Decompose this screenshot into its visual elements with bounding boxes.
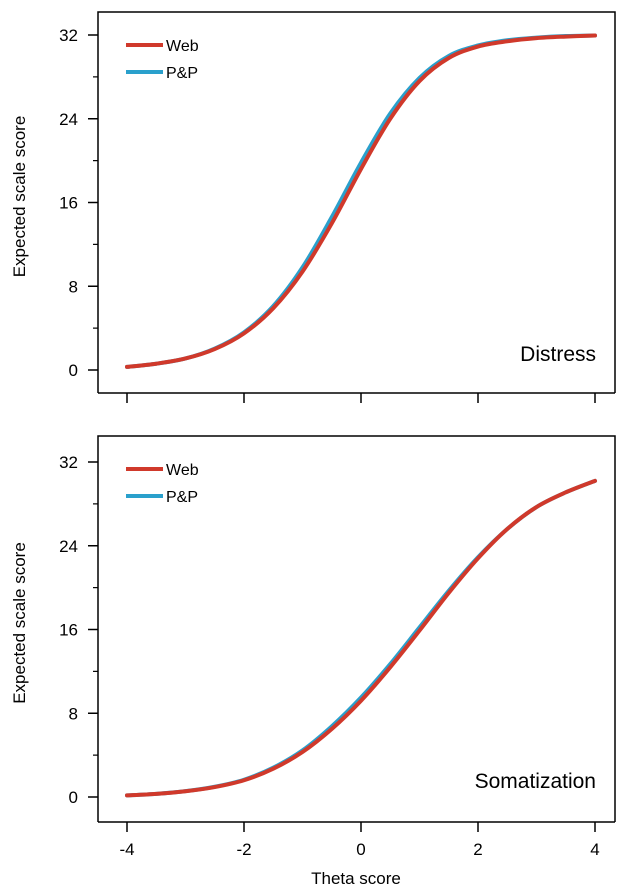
y-tick-label: 0	[69, 361, 78, 380]
x-tick-label: -2	[236, 840, 251, 859]
legend-pp-label: P&P	[166, 489, 198, 506]
x-tick-label: 4	[590, 840, 599, 859]
series-line-web	[125, 33, 597, 369]
x-tick-label: 0	[356, 840, 365, 859]
distress-legend: Web P&P	[126, 38, 199, 82]
y-tick-label: 24	[59, 537, 78, 556]
somatization-y-ticks: 0 8 16 24 32	[59, 453, 98, 807]
somatization-x-ticks: -4 -2 0 2 4	[119, 822, 600, 859]
distress-x-ticks	[126, 393, 596, 403]
y-tick-label: 8	[69, 704, 78, 723]
y-tick-label: 16	[59, 194, 78, 213]
y-tick-label: 24	[59, 110, 78, 129]
distress-series-lines	[125, 33, 597, 369]
y-tick-label: 0	[69, 788, 78, 807]
x-axis-label: Theta score	[311, 869, 401, 888]
series-line-pp	[125, 478, 597, 798]
somatization-series-lines	[125, 478, 597, 798]
series-line-web	[125, 478, 597, 798]
y-tick-label: 32	[59, 453, 78, 472]
legend-web-label: Web	[166, 462, 199, 479]
somatization-legend: Web P&P	[126, 462, 199, 506]
distress-panel-label: Distress	[520, 343, 596, 366]
series-line-pp	[125, 33, 597, 369]
distress-y-axis-label: Expected scale score	[10, 116, 29, 278]
y-tick-label: 32	[59, 26, 78, 45]
distress-panel: 0 8 16 24 32 Web P&P Distress Expected scale…	[10, 11, 616, 403]
x-tick-label: -4	[119, 840, 134, 859]
legend-web-label: Web	[166, 38, 199, 55]
legend-pp-label: P&P	[166, 65, 198, 82]
y-tick-label: 8	[69, 277, 78, 296]
somatization-panel-label: Somatization	[475, 770, 596, 793]
distress-y-ticks: 0 8 16 24 32	[59, 26, 98, 380]
x-tick-label: 2	[473, 840, 482, 859]
somatization-y-axis-label: Expected scale score	[10, 542, 29, 704]
y-tick-label: 16	[59, 621, 78, 640]
